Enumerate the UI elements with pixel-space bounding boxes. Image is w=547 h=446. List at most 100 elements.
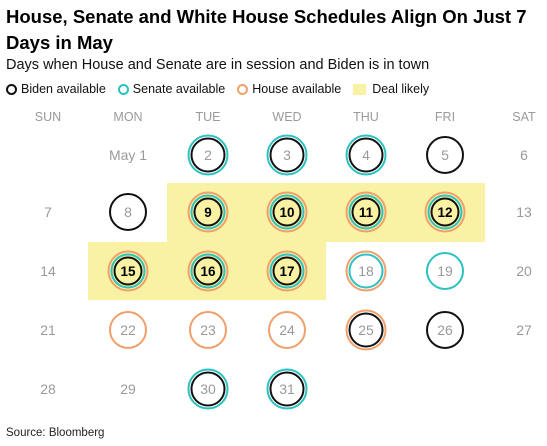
weekday-header-sat: SAT xyxy=(512,110,536,124)
house-ring-day-17 xyxy=(266,250,308,292)
day-label-4: 4 xyxy=(362,147,370,163)
day-cell-12: 12 xyxy=(424,191,466,233)
senate-ring-day-31 xyxy=(266,368,308,410)
day-label-7: 7 xyxy=(44,204,52,220)
biden-ring-day-12 xyxy=(430,197,460,227)
day-cell-21: 21 xyxy=(40,322,56,338)
day-label-12: 12 xyxy=(437,205,452,220)
senate-ring-day-30 xyxy=(187,368,229,410)
senate-ring-day-10 xyxy=(269,194,305,230)
house-ring-day-18 xyxy=(345,250,387,292)
deal-fill-day-15 xyxy=(116,259,140,283)
day-cell-1: May 1 xyxy=(109,147,147,163)
legend-label-house: House available xyxy=(252,82,342,96)
biden-ring-day-31 xyxy=(269,371,305,407)
day-label-2: 2 xyxy=(204,147,212,163)
senate-ring-day-11 xyxy=(348,194,384,230)
day-cell-5: 5 xyxy=(426,136,464,174)
weekday-header-mon: MON xyxy=(113,110,142,124)
day-cell-22: 22 xyxy=(109,311,147,349)
day-label-26: 26 xyxy=(437,322,453,338)
biden-ring-day-15 xyxy=(113,256,143,286)
day-label-3: 3 xyxy=(283,147,291,163)
senate-ring-day-16 xyxy=(190,253,226,289)
biden-ring-day-17 xyxy=(272,256,302,286)
weekday-header-fri: FRI xyxy=(435,110,455,124)
day-cell-16: 16 xyxy=(187,250,229,292)
biden-ring-day-3 xyxy=(269,137,305,173)
chart-subtitle: Days when House and Senate are in sessio… xyxy=(6,57,430,73)
house-ring-day-10 xyxy=(266,191,308,233)
biden-ring-day-30 xyxy=(190,371,226,407)
weekday-header-thu: THU xyxy=(353,110,379,124)
biden-ring-day-5 xyxy=(426,136,464,174)
chart-title: House, Senate and White House Schedules … xyxy=(6,6,527,53)
house-ring-day-16 xyxy=(187,250,229,292)
senate-ring-day-4 xyxy=(345,134,387,176)
house-ring-day-15 xyxy=(107,250,149,292)
day-cell-10: 10 xyxy=(266,191,308,233)
day-cell-15: 15 xyxy=(107,250,149,292)
day-cell-13: 13 xyxy=(516,204,532,220)
biden-ring-day-2 xyxy=(190,137,226,173)
day-label-14: 14 xyxy=(40,263,56,279)
legend-ring-house xyxy=(237,83,249,95)
legend-item-senate: Senate available xyxy=(117,82,226,96)
day-label-10: 10 xyxy=(279,205,294,220)
day-cell-24: 24 xyxy=(268,311,306,349)
day-cell-11: 11 xyxy=(345,191,387,233)
legend-ring-senate xyxy=(117,83,129,95)
day-cell-7: 7 xyxy=(44,204,52,220)
senate-ring-day-19 xyxy=(426,252,464,290)
day-label-16: 16 xyxy=(200,264,216,279)
source-note: Source: Bloomberg xyxy=(6,427,105,439)
day-label-19: 19 xyxy=(437,263,453,279)
day-label-30: 30 xyxy=(200,381,216,397)
day-cell-9: 9 xyxy=(187,191,229,233)
biden-ring-day-25 xyxy=(348,312,384,348)
house-ring-day-25 xyxy=(345,309,387,351)
day-label-27: 27 xyxy=(516,322,532,338)
day-label-17: 17 xyxy=(279,264,294,279)
day-label-31: 31 xyxy=(279,381,295,397)
house-ring-day-23 xyxy=(189,311,227,349)
legend-item-biden: Biden available xyxy=(6,82,106,96)
deal-fill-day-12 xyxy=(433,200,457,224)
legend-label-senate: Senate available xyxy=(132,82,226,96)
deal-fill-day-9 xyxy=(196,200,220,224)
senate-ring-day-2 xyxy=(187,134,229,176)
biden-ring-day-8 xyxy=(109,193,147,231)
day-label-18: 18 xyxy=(358,263,374,279)
day-label-15: 15 xyxy=(120,264,136,279)
day-label-20: 20 xyxy=(516,263,532,279)
day-cell-30: 30 xyxy=(187,368,229,410)
senate-ring-day-12 xyxy=(427,194,463,230)
day-label-5: 5 xyxy=(441,147,449,163)
deal-fill-day-16 xyxy=(196,259,220,283)
day-label-25: 25 xyxy=(358,322,374,338)
day-cell-29: 29 xyxy=(120,381,136,397)
day-cell-8: 8 xyxy=(109,193,147,231)
legend-label-biden: Biden available xyxy=(21,82,106,96)
day-cell-26: 26 xyxy=(426,311,464,349)
weekday-header-tue: TUE xyxy=(196,110,221,124)
senate-ring-day-15 xyxy=(110,253,146,289)
senate-ring-day-3 xyxy=(266,134,308,176)
legend-item-house: House available xyxy=(237,82,341,96)
day-cell-17: 17 xyxy=(266,250,308,292)
day-label-1: May 1 xyxy=(109,147,147,163)
biden-ring-day-26 xyxy=(426,311,464,349)
day-label-24: 24 xyxy=(279,322,295,338)
day-label-21: 21 xyxy=(40,322,56,338)
day-label-13: 13 xyxy=(516,204,532,220)
day-cell-6: 6 xyxy=(520,147,528,163)
house-ring-day-24 xyxy=(268,311,306,349)
day-label-8: 8 xyxy=(124,204,132,220)
biden-ring-day-4 xyxy=(348,137,384,173)
day-cell-14: 14 xyxy=(40,263,56,279)
weekday-header-sun: SUN xyxy=(35,110,61,124)
day-label-6: 6 xyxy=(520,147,528,163)
day-label-28: 28 xyxy=(40,381,56,397)
day-cell-31: 31 xyxy=(266,368,308,410)
legend: Biden available Senate available House a… xyxy=(6,80,441,98)
